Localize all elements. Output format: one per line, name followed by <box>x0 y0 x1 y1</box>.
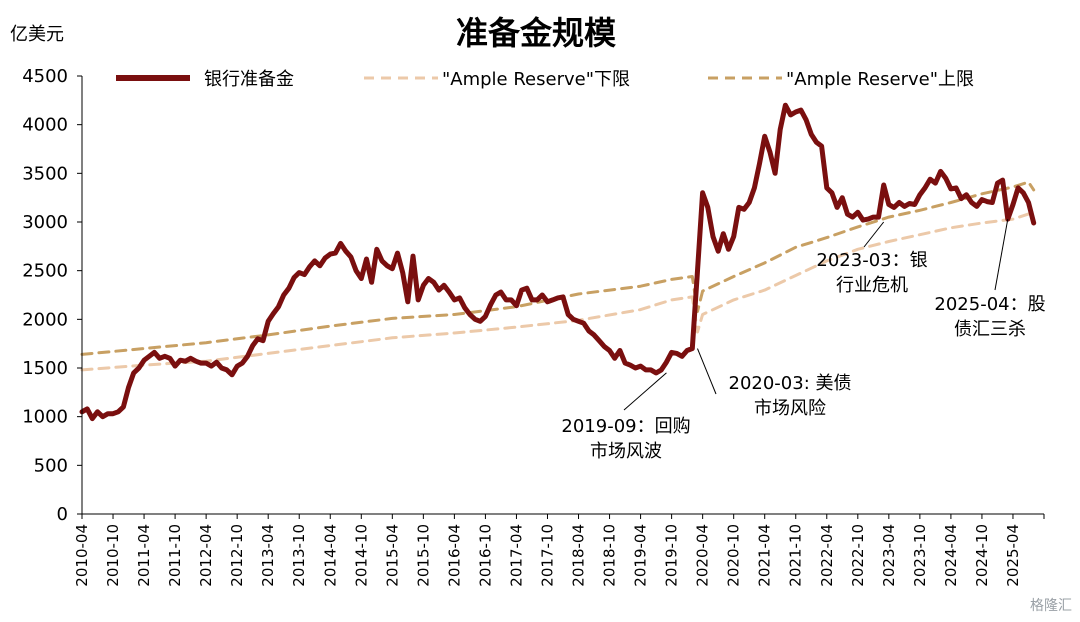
y-tick-label: 500 <box>34 455 68 476</box>
x-tick-label: 2016-10 <box>476 524 494 587</box>
series-line-ample-lower <box>80 210 1036 372</box>
series-line-reserves <box>79 102 1037 422</box>
x-tick-label: 2019-10 <box>663 524 681 587</box>
x-tick-label: 2020-10 <box>725 524 743 587</box>
annotation-leader-2020-03 <box>697 348 717 395</box>
x-tick-label: 2013-10 <box>290 524 308 587</box>
annotation-text-2020-03: 市场风险 <box>754 398 826 419</box>
y-tick-label: 1500 <box>22 358 68 379</box>
x-tick-label: 2017-04 <box>507 524 525 587</box>
plot-area <box>79 102 1037 422</box>
annotation-text-2025-04: 债汇三杀 <box>954 319 1026 340</box>
series-layer <box>79 102 1037 422</box>
annotation-leader-2019-09 <box>623 372 667 411</box>
annotation-text-2020-03: 2020-03: 美债 <box>729 373 852 394</box>
axes: 0 500 1000 1500 2000 2500 3000 3500 4000 4500 2010… <box>22 66 1045 587</box>
x-tick-label: 2024-04 <box>942 524 960 587</box>
chart-title: 准备金规模 <box>456 14 616 52</box>
x-tick-label: 2021-04 <box>756 524 774 587</box>
y-tick-label: 3000 <box>22 212 68 233</box>
annotation-text-2023-03: 行业危机 <box>836 275 908 296</box>
x-tick-label: 2010-10 <box>104 524 122 587</box>
y-axis-unit-label: 亿美元 <box>10 24 64 45</box>
y-tick-label: 2000 <box>22 309 68 330</box>
x-tick-label: 2014-04 <box>321 524 339 587</box>
x-tick-label: 2024-10 <box>973 524 991 587</box>
x-tick-label: 2022-04 <box>818 524 836 587</box>
x-tick-label: 2010-04 <box>73 524 91 587</box>
legend-label-ample-lower: "Ample Reserve"下限 <box>442 69 630 90</box>
x-tick-label: 2015-04 <box>383 524 401 587</box>
x-tick-label: 2014-10 <box>352 524 370 587</box>
y-tick-label: 0 <box>57 504 68 525</box>
series-line-ample-upper <box>80 180 1036 356</box>
watermark-text: 格隆汇 <box>1030 598 1072 614</box>
x-tick-label: 2018-04 <box>570 524 588 587</box>
x-tick-label: 2023-04 <box>880 524 898 587</box>
legend-label-ample-upper: "Ample Reserve"上限 <box>786 69 974 90</box>
x-tick-label: 2020-04 <box>694 524 712 587</box>
y-tick-label: 3500 <box>22 163 68 184</box>
x-tick-label: 2021-10 <box>787 524 805 587</box>
annotation-leader-2023-03 <box>863 221 885 248</box>
x-tick-label: 2012-04 <box>197 524 215 587</box>
x-tick-label: 2012-10 <box>228 524 246 587</box>
x-tick-label: 2011-10 <box>166 524 184 587</box>
legend-label-reserves: 银行准备金 <box>204 69 294 90</box>
x-tick-label: 2011-04 <box>135 524 153 587</box>
annotation-text-2019-09: 2019-09：回购 <box>561 416 690 437</box>
x-tick-label: 2017-10 <box>538 524 556 587</box>
y-tick-label: 2500 <box>22 261 68 282</box>
y-tick-label: 4000 <box>22 115 68 136</box>
annotation-text-2019-09: 市场风波 <box>590 441 662 462</box>
x-tick-label: 2025-04 <box>1004 524 1022 587</box>
annotation-text-2023-03: 2023-03：银 <box>816 250 927 271</box>
x-tick-label: 2023-10 <box>911 524 929 587</box>
legend: 银行准备金 "Ample Reserve"下限 "Ample Reserve"上限 <box>116 69 974 90</box>
x-tick-label: 2022-10 <box>849 524 867 587</box>
annotation-text-2025-04: 2025-04：股 <box>934 294 1045 315</box>
x-tick-label: 2016-04 <box>445 524 463 587</box>
x-tick-label: 2013-04 <box>259 524 277 587</box>
y-tick-label: 4500 <box>22 66 68 87</box>
x-tick-label: 2015-10 <box>414 524 432 587</box>
y-tick-label: 1000 <box>22 407 68 428</box>
x-tick-label: 2018-10 <box>601 524 619 587</box>
x-tick-label: 2019-04 <box>632 524 650 587</box>
annotation-leader-2025-04 <box>994 218 1009 291</box>
